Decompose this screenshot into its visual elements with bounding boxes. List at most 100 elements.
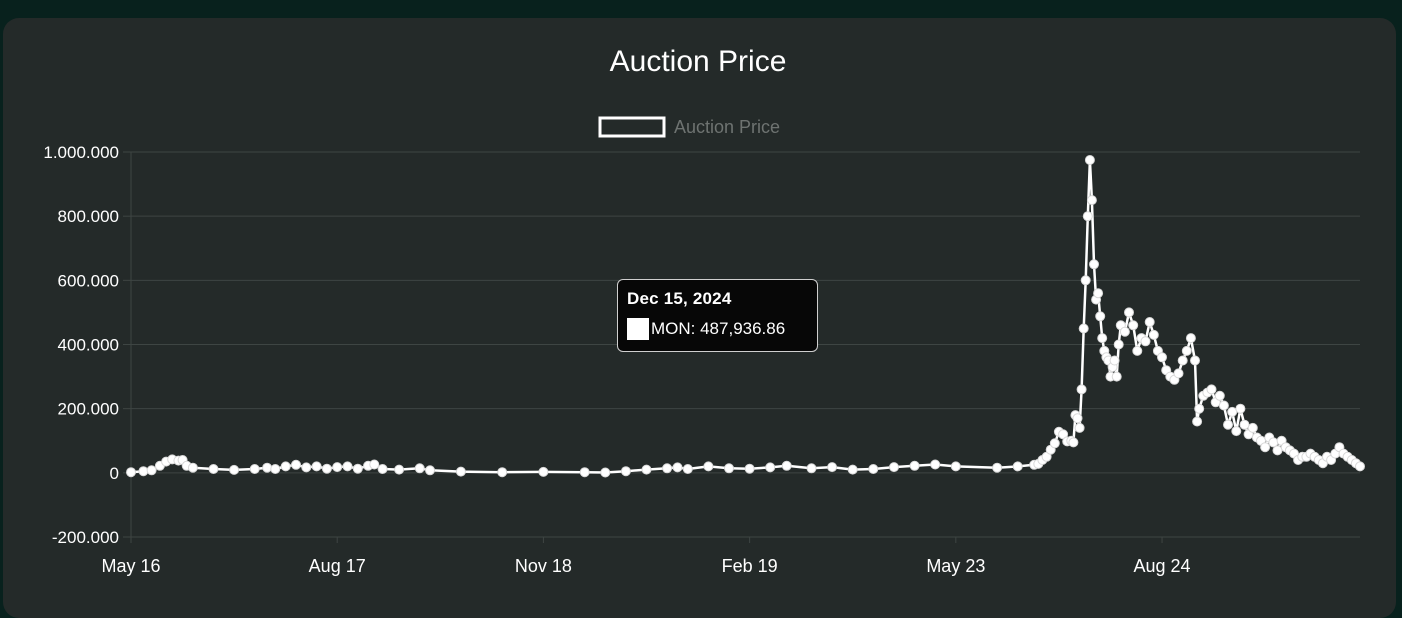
- data-point[interactable]: [270, 464, 281, 474]
- data-point[interactable]: [672, 462, 683, 473]
- data-point[interactable]: [1214, 390, 1225, 401]
- data-point[interactable]: [1181, 345, 1192, 356]
- data-point[interactable]: [249, 464, 260, 474]
- data-point[interactable]: [703, 461, 714, 472]
- data-point[interactable]: [868, 464, 879, 474]
- tooltip-title: Dec 15, 2024: [627, 289, 732, 308]
- data-point[interactable]: [229, 464, 240, 475]
- data-point[interactable]: [1247, 422, 1258, 433]
- data-point[interactable]: [1144, 317, 1155, 327]
- data-point[interactable]: [1089, 259, 1099, 270]
- data-point[interactable]: [1185, 333, 1196, 344]
- data-point[interactable]: [1080, 275, 1091, 286]
- data-point[interactable]: [620, 466, 631, 477]
- data-point[interactable]: [1218, 400, 1229, 411]
- data-point[interactable]: [280, 461, 291, 472]
- data-point[interactable]: [992, 462, 1003, 473]
- data-point[interactable]: [369, 459, 380, 470]
- y-tick-label: 200.000: [58, 400, 119, 419]
- data-point[interactable]: [497, 467, 508, 478]
- data-point[interactable]: [1223, 419, 1233, 430]
- data-point[interactable]: [1227, 406, 1238, 417]
- data-point[interactable]: [1086, 195, 1097, 206]
- y-tick-label: 1.000.000: [43, 143, 119, 162]
- data-point[interactable]: [1239, 419, 1250, 430]
- data-point[interactable]: [1095, 311, 1106, 322]
- data-point[interactable]: [1194, 403, 1205, 414]
- data-point[interactable]: [1132, 345, 1143, 356]
- data-point[interactable]: [342, 461, 353, 472]
- data-point[interactable]: [1140, 336, 1151, 347]
- data-point[interactable]: [1076, 384, 1087, 395]
- data-point[interactable]: [1128, 320, 1139, 331]
- x-tick-label: Aug 24: [1134, 556, 1191, 576]
- data-point[interactable]: [425, 465, 435, 476]
- data-point[interactable]: [1097, 333, 1108, 344]
- data-point[interactable]: [744, 463, 755, 474]
- data-point[interactable]: [377, 464, 388, 474]
- data-point[interactable]: [1190, 355, 1200, 366]
- data-point[interactable]: [1272, 445, 1283, 456]
- data-point[interactable]: [138, 466, 149, 477]
- data-point[interactable]: [1206, 384, 1217, 395]
- data-point[interactable]: [1012, 461, 1023, 472]
- data-point[interactable]: [1078, 323, 1089, 334]
- data-point[interactable]: [765, 462, 776, 473]
- data-point[interactable]: [847, 464, 858, 475]
- data-point[interactable]: [208, 464, 219, 474]
- data-point[interactable]: [394, 464, 405, 475]
- data-point[interactable]: [1084, 155, 1095, 165]
- data-point[interactable]: [321, 463, 332, 474]
- data-point[interactable]: [600, 467, 611, 478]
- data-point[interactable]: [1072, 413, 1083, 424]
- data-point[interactable]: [909, 460, 920, 471]
- data-point[interactable]: [311, 461, 322, 472]
- data-point[interactable]: [1119, 326, 1130, 337]
- data-point[interactable]: [1124, 307, 1134, 318]
- data-point[interactable]: [352, 463, 363, 474]
- data-point[interactable]: [301, 462, 312, 473]
- data-point[interactable]: [1074, 422, 1085, 433]
- data-point[interactable]: [1109, 355, 1120, 366]
- data-point[interactable]: [332, 462, 343, 473]
- data-point[interactable]: [1082, 211, 1093, 222]
- data-point[interactable]: [682, 464, 693, 474]
- data-point[interactable]: [930, 459, 941, 470]
- data-point[interactable]: [455, 466, 466, 477]
- data-point[interactable]: [641, 464, 652, 475]
- data-point[interactable]: [1157, 352, 1167, 363]
- data-point[interactable]: [662, 463, 673, 474]
- data-point[interactable]: [889, 462, 899, 473]
- legend-label[interactable]: Auction Price: [674, 117, 780, 137]
- data-point[interactable]: [414, 463, 425, 474]
- data-point[interactable]: [1093, 288, 1104, 299]
- y-tick-label: 600.000: [58, 271, 119, 290]
- data-point[interactable]: [146, 465, 157, 476]
- data-point[interactable]: [1111, 371, 1122, 382]
- data-point[interactable]: [187, 462, 198, 473]
- data-point[interactable]: [1260, 442, 1271, 453]
- data-point[interactable]: [1177, 355, 1188, 366]
- data-point[interactable]: [1192, 416, 1203, 427]
- data-point[interactable]: [1231, 426, 1242, 437]
- data-point[interactable]: [781, 460, 792, 471]
- data-point[interactable]: [827, 462, 838, 473]
- x-tick-label: May 16: [101, 556, 160, 576]
- data-point[interactable]: [1235, 403, 1246, 414]
- data-point[interactable]: [1113, 339, 1124, 350]
- data-point[interactable]: [1148, 329, 1159, 340]
- data-point[interactable]: [291, 459, 301, 470]
- data-point[interactable]: [806, 463, 817, 474]
- y-tick-label: 0: [110, 464, 119, 483]
- data-point[interactable]: [126, 467, 136, 478]
- data-point[interactable]: [579, 467, 590, 478]
- legend-swatch[interactable]: [598, 116, 666, 138]
- data-point[interactable]: [950, 461, 961, 472]
- data-point[interactable]: [724, 463, 734, 474]
- data-point[interactable]: [538, 466, 549, 477]
- data-point[interactable]: [1068, 437, 1079, 448]
- data-point[interactable]: [1173, 368, 1184, 379]
- data-point[interactable]: [1049, 438, 1060, 449]
- data-point[interactable]: [1355, 461, 1365, 472]
- data-point[interactable]: [262, 462, 273, 473]
